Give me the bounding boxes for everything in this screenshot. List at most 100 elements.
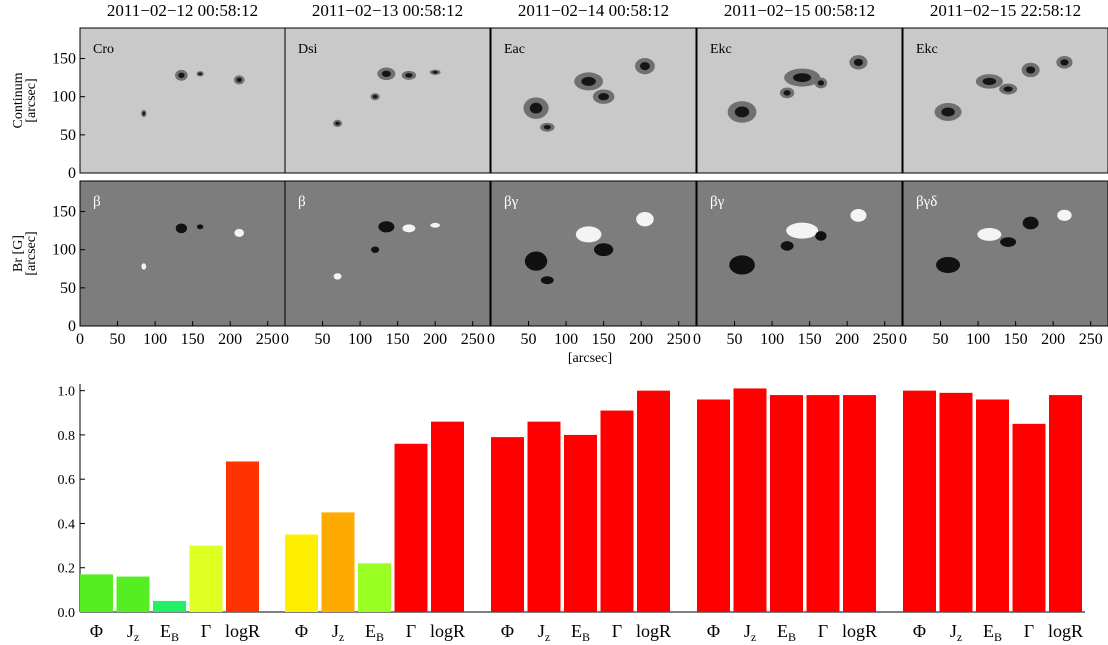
x-tick-label: 100: [143, 331, 167, 348]
umbra: [1003, 86, 1013, 92]
x-tick-label: 0: [76, 331, 84, 348]
panel-date: 2011−02−15 22:58:12: [930, 1, 1081, 20]
negative-polarity: [378, 221, 395, 233]
umbra: [236, 77, 242, 83]
x-tick-label: 150: [386, 331, 410, 348]
magnetic-class: β: [93, 194, 101, 210]
row-label: [arcsec]: [24, 78, 39, 122]
category-sub: z: [957, 630, 962, 644]
y-tick-label: 150: [52, 51, 76, 68]
bar: [394, 443, 428, 612]
x-tick-label: 200: [835, 331, 859, 348]
umbra: [372, 94, 378, 99]
x-category-label: Φ: [707, 621, 720, 641]
category-main: J: [127, 621, 134, 641]
bar: [564, 434, 597, 612]
x-category-label: Jz: [127, 621, 139, 644]
bar: [770, 395, 803, 612]
x-category-label: Φ: [295, 621, 308, 641]
x-tick-label: 200: [423, 331, 447, 348]
bar: [189, 545, 223, 612]
category-main: Φ: [913, 621, 926, 641]
category-main: Φ: [501, 621, 514, 641]
x-tick-label: 50: [521, 331, 537, 348]
positive-polarity: [977, 228, 1002, 241]
negative-polarity: [936, 256, 961, 273]
y-tick-label: 100: [52, 242, 76, 259]
panel-date: 2011−02−14 00:58:12: [518, 1, 669, 20]
bar: [600, 410, 634, 612]
negative-polarity: [780, 241, 794, 251]
image-panel: [284, 27, 491, 174]
category-main: J: [332, 621, 339, 641]
row-label: [arcsec]: [24, 231, 39, 275]
x-tick-label: 250: [256, 331, 280, 348]
bar: [806, 395, 840, 612]
magnetic-class: βγ: [710, 194, 725, 210]
x-category-label: Jz: [950, 621, 962, 644]
x-tick-label: 200: [218, 331, 242, 348]
umbra: [783, 90, 791, 96]
bar: [116, 576, 150, 612]
x-tick-label: 50: [110, 331, 126, 348]
category-sub: B: [582, 630, 590, 644]
x-tick-label: 0: [899, 331, 907, 348]
category-sub: B: [994, 630, 1002, 644]
x-tick-label: 0: [281, 331, 289, 348]
x-tick-label: 250: [461, 331, 485, 348]
x-tick-label: 150: [798, 331, 822, 348]
x-category-label: Γ: [818, 621, 828, 641]
x-tick-label: 200: [629, 331, 653, 348]
x-category-label: EB: [160, 621, 179, 644]
image-panel: [902, 27, 1108, 174]
negative-polarity: [175, 223, 187, 234]
y-tick-label: 0.0: [58, 606, 76, 621]
row-label: Continum: [11, 72, 26, 128]
bar: [153, 600, 186, 612]
umbra: [734, 106, 750, 118]
positive-polarity: [430, 222, 440, 228]
category-main: Γ: [1024, 621, 1034, 641]
category-main: logR: [225, 621, 260, 641]
negative-polarity: [815, 231, 827, 241]
umbra: [941, 107, 955, 117]
category-main: Γ: [406, 621, 416, 641]
bar: [285, 534, 318, 612]
mcintosh-class: Eac: [504, 42, 525, 57]
negative-polarity: [1022, 216, 1039, 230]
x-category-label: Γ: [1024, 621, 1034, 641]
image-panel: [284, 180, 491, 327]
x-tick-label: 250: [667, 331, 691, 348]
x-tick-label: 100: [554, 331, 578, 348]
x-category-label: Jz: [332, 621, 344, 644]
x-category-label: EB: [777, 621, 796, 644]
row-label: Br [G]: [11, 235, 26, 272]
x-category-label: EB: [365, 621, 384, 644]
bar: [1012, 423, 1046, 612]
category-main: E: [571, 621, 582, 641]
negative-polarity: [594, 243, 614, 257]
bar: [843, 395, 876, 612]
bar: [358, 563, 391, 612]
mcintosh-class: Cro: [93, 42, 114, 57]
y-tick-label: 0.8: [58, 429, 76, 444]
x-tick-label: 50: [933, 331, 949, 348]
umbra: [405, 73, 413, 78]
umbra: [982, 77, 997, 86]
positive-polarity: [234, 228, 244, 237]
umbra: [142, 111, 146, 116]
positive-polarity: [141, 263, 147, 270]
x-category-label: Jz: [744, 621, 756, 644]
panel-date: 2011−02−15 00:58:12: [724, 1, 875, 20]
umbra: [817, 80, 825, 86]
negative-polarity: [1000, 237, 1017, 247]
x-tick-label: 200: [1041, 331, 1065, 348]
x-category-label: logR: [225, 621, 260, 641]
y-tick-label: 50: [60, 280, 76, 297]
category-main: Γ: [201, 621, 211, 641]
category-main: J: [538, 621, 545, 641]
umbra: [793, 73, 812, 83]
y-tick-label: 0.4: [58, 517, 76, 532]
y-tick-label: 150: [52, 204, 76, 221]
